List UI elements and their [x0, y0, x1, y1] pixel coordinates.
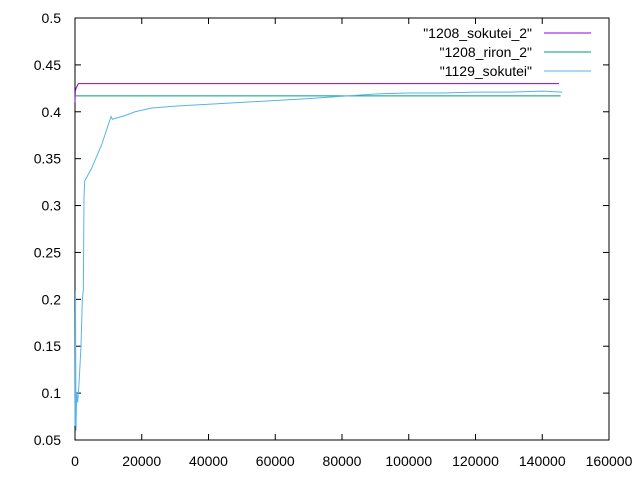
x-tick-label: 80000 — [323, 453, 362, 469]
x-tick-label: 20000 — [122, 453, 161, 469]
y-tick-label: 0.4 — [42, 104, 62, 120]
x-tick-label: 40000 — [189, 453, 228, 469]
y-tick-label: 0.15 — [34, 338, 61, 354]
y-tick-label: 0.5 — [42, 10, 62, 26]
legend: "1208_sokutei_2" "1208_riron_2" "1129_soku… — [423, 25, 591, 79]
y-tick-label: 0.25 — [34, 244, 61, 260]
y-tick-label: 0.35 — [34, 151, 61, 167]
y-tick-label: 0.2 — [42, 291, 62, 307]
legend-label-0: "1208_sokutei_2" — [423, 25, 532, 41]
x-tick-label: 100000 — [385, 453, 432, 469]
plot-frame — [74, 17, 610, 441]
series-line-2 — [74, 90, 563, 431]
series-line-0 — [74, 83, 559, 103]
y-tick-label: 0.1 — [42, 385, 62, 401]
x-tick-label: 140000 — [519, 453, 566, 469]
legend-label-1: "1208_riron_2" — [440, 44, 532, 60]
x-tick-label: 120000 — [452, 453, 499, 469]
x-tick-label: 0 — [71, 453, 79, 469]
series-layer — [74, 83, 563, 431]
x-tick-label: 60000 — [256, 453, 295, 469]
y-tick-label: 0.45 — [34, 57, 61, 73]
legend-label-2: "1129_sokutei" — [440, 63, 532, 79]
y-tick-label: 0.05 — [34, 432, 61, 448]
y-tick-label: 0.3 — [42, 198, 62, 214]
x-tick-label: 160000 — [586, 453, 633, 469]
axis-ticks: 0.05 0.1 0.15 0.2 0.25 0.3 0.35 0.4 0.45 0.5 0 2000… — [34, 10, 633, 469]
